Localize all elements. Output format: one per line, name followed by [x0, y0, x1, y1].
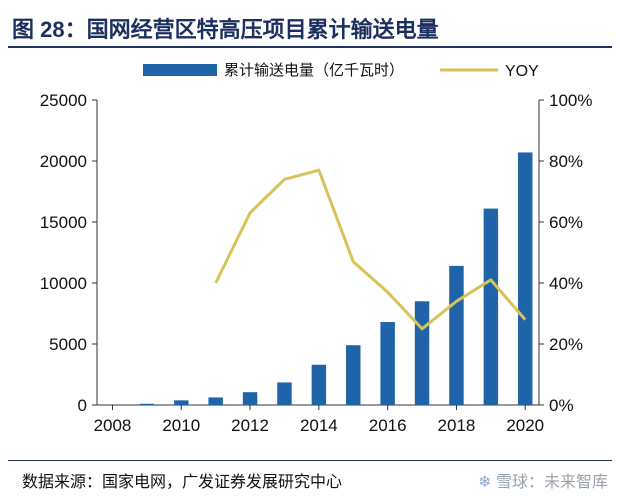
watermark: ❄ 雪球：未来智库 [478, 468, 608, 492]
bar-2015 [346, 345, 361, 405]
bar-2014 [311, 364, 327, 405]
y-tick-label-left: 15000 [40, 213, 87, 232]
x-tick-label: 2018 [438, 416, 476, 435]
y-tick-label-right: 40% [549, 274, 583, 293]
bar-2018 [449, 265, 464, 405]
snowflake-icon: ❄ [478, 474, 492, 491]
source-note: 数据来源：国家电网，广发证券发展研究中心 [22, 474, 343, 491]
y-tick-label-right: 100% [549, 91, 592, 110]
chart-area: 累计输送电量（亿千瓦时） YOY 0 5000 10000 15000 20000 25000… [40, 62, 593, 435]
legend-label-line: YOY [505, 63, 539, 80]
bar-2012 [242, 392, 258, 405]
y-tick-label-left: 10000 [40, 274, 87, 293]
bar-2017 [414, 301, 430, 405]
bar-2009 [139, 403, 155, 405]
y-tick-label-right: 80% [549, 152, 583, 171]
y-tick-label-left: 5000 [49, 335, 87, 354]
bar-2010 [174, 400, 189, 405]
bar-2013 [277, 382, 292, 405]
x-tick-label: 2020 [506, 416, 544, 435]
legend-bar-swatch [143, 64, 217, 76]
title-bar: 图 28：国网经营区特高压项目累计输送电量 [8, 6, 612, 48]
y-tick-label-left: 0 [78, 396, 87, 415]
x-tick-label: 2008 [94, 416, 132, 435]
y-tick-label-left: 20000 [40, 152, 87, 171]
bar-2016 [380, 322, 395, 405]
x-tick-label: 2016 [369, 416, 407, 435]
bar-2020 [518, 152, 533, 405]
source-divider [8, 460, 612, 461]
watermark-text: 雪球：未来智库 [495, 474, 608, 491]
legend-label-bar: 累计输送电量（亿千瓦时） [224, 62, 404, 79]
x-tick-label: 2014 [300, 416, 338, 435]
y-tick-label-right: 60% [549, 213, 583, 232]
bar-2019 [483, 208, 499, 405]
y-tick-label-left: 25000 [40, 91, 87, 110]
x-tick-label: 2010 [162, 416, 200, 435]
x-tick-label: 2012 [231, 416, 269, 435]
yoy-line [214, 168, 527, 331]
y-tick-label-right: 0% [549, 396, 574, 415]
chart-title: 图 28：国网经营区特高压项目累计输送电量 [12, 17, 439, 42]
y-tick-label-right: 20% [549, 335, 583, 354]
bar-2011 [208, 397, 223, 405]
title-divider [8, 46, 612, 48]
